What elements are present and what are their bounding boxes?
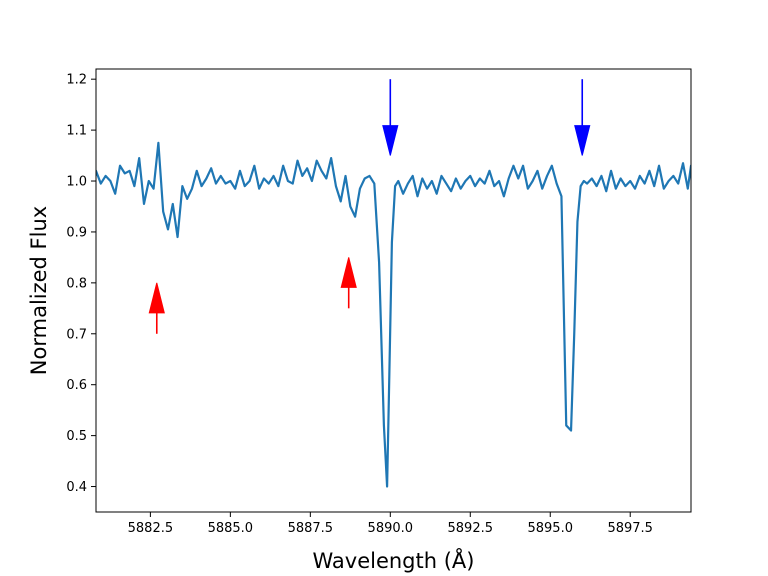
x-tick-label: 5890.0 (368, 521, 414, 536)
y-tick-label: 0.4 (66, 480, 87, 495)
y-tick-label: 1.1 (66, 124, 87, 139)
y-tick-label: 0.5 (66, 429, 87, 444)
series-line (96, 141, 691, 488)
marker-arrow-down (574, 79, 591, 156)
y-tick-label: 0.7 (66, 327, 87, 342)
x-tick-label: 5887.5 (288, 521, 334, 536)
x-tick-label: 5892.5 (448, 521, 494, 536)
y-axis-label: Normalized Flux (27, 206, 51, 375)
y-tick-label: 0.9 (66, 225, 87, 240)
x-tick-label: 5897.5 (607, 521, 653, 536)
marker-arrow-up (340, 257, 357, 309)
marker-arrow-down (382, 79, 399, 156)
marker-layer (148, 79, 591, 334)
y-tick-label: 0.6 (66, 378, 87, 393)
y-tick-label: 1.2 (66, 73, 87, 88)
x-tick-label: 5895.0 (527, 521, 573, 536)
plot-layer (96, 141, 691, 488)
marker-arrow-up (148, 282, 165, 334)
x-tick-label: 5882.5 (128, 521, 174, 536)
x-axis-label: Wavelength (Å) (312, 547, 474, 573)
y-tick-label: 1.0 (66, 175, 87, 190)
plot-frame (95, 68, 692, 513)
x-tick-label: 5885.0 (208, 521, 254, 536)
x-axis: 5882.5 5885.0 5887.5 5890.0 5892.5 5895.0 5897… (128, 512, 653, 536)
y-axis: 0.4 0.5 0.6 0.7 0.8 0.9 1.0 1.1 1.2 (66, 73, 96, 495)
y-tick-label: 0.8 (66, 276, 87, 291)
